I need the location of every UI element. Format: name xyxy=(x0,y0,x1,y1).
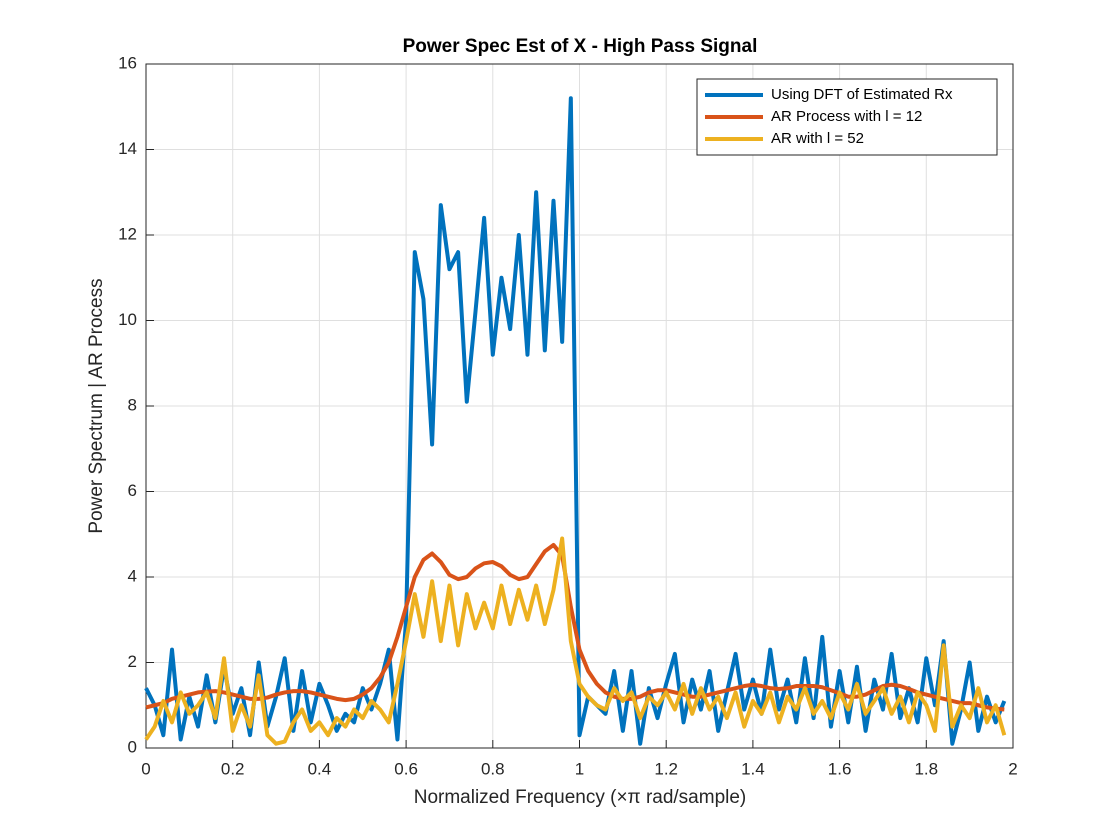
y-tick-label: 12 xyxy=(118,224,137,243)
y-tick-label: 4 xyxy=(128,566,137,585)
x-tick-label: 0.4 xyxy=(308,759,332,778)
x-tick-label: 2 xyxy=(1008,759,1017,778)
y-tick-label: 8 xyxy=(128,395,137,414)
data-line xyxy=(144,536,1007,746)
y-tick-label: 6 xyxy=(128,481,137,500)
y-tick-label: 14 xyxy=(118,139,137,158)
legend: Using DFT of Estimated Rx AR Process with… xyxy=(696,78,998,156)
x-tick-label: 1.2 xyxy=(654,759,678,778)
legend-label: Using DFT of Estimated Rx xyxy=(771,86,953,103)
x-tick-label: 0.6 xyxy=(394,759,418,778)
x-tick-label: 1.6 xyxy=(828,759,852,778)
x-tick-label: 1.8 xyxy=(914,759,938,778)
x-tick-label: 0 xyxy=(141,759,150,778)
y-axis-label: Power Spectrum | AR Process xyxy=(86,278,107,533)
chart-title: Power Spec Est of X - High Pass Signal xyxy=(403,36,758,57)
y-tick-label: 2 xyxy=(128,652,137,671)
x-tick-label: 0.8 xyxy=(481,759,505,778)
y-tick-label: 0 xyxy=(128,737,137,756)
x-tick-label: 0.2 xyxy=(221,759,245,778)
y-tick-label: 16 xyxy=(118,53,137,72)
legend-label: AR with l = 52 xyxy=(771,130,864,147)
x-axis-label: Normalized Frequency (×π rad/sample) xyxy=(414,787,747,808)
legend-label: AR Process with l = 12 xyxy=(771,108,922,125)
x-tick-label: 1.4 xyxy=(741,759,765,778)
x-tick-label: 1 xyxy=(575,759,584,778)
y-tick-label: 10 xyxy=(118,310,137,329)
plot-frame xyxy=(145,63,1014,749)
